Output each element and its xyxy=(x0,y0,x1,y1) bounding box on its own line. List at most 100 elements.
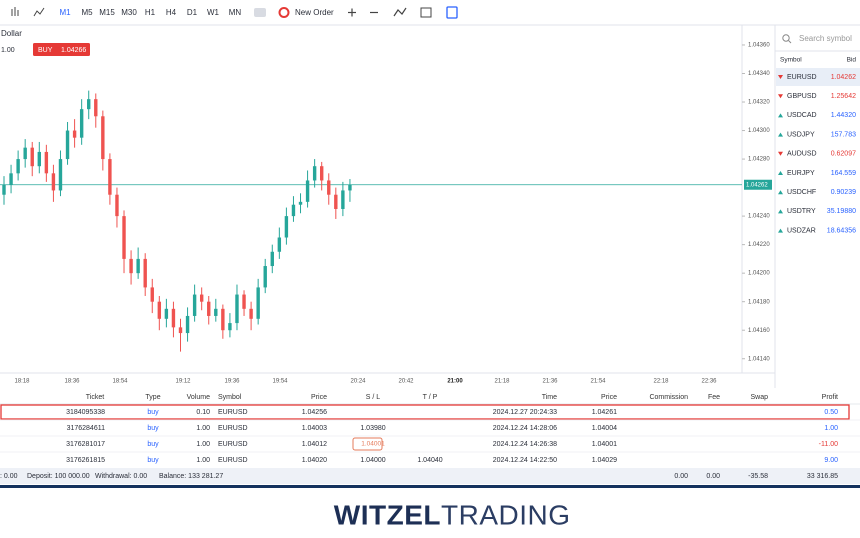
timeframe-button[interactable]: W1 xyxy=(207,8,220,17)
table-cell[interactable]: 1.04000 xyxy=(360,457,385,464)
buy-button[interactable] xyxy=(33,43,90,56)
x-tick-label: 18:54 xyxy=(112,379,128,385)
candle-body xyxy=(249,308,253,319)
timeframe-button[interactable]: MN xyxy=(229,8,242,17)
buy-label[interactable]: BUY xyxy=(38,47,53,54)
watchlist-bid[interactable]: 1.04262 xyxy=(831,74,856,81)
watchlist-symbol[interactable]: USDCAD xyxy=(787,112,817,119)
watchlist-symbol[interactable]: USDJPY xyxy=(787,131,815,138)
new-order-button[interactable]: New Order xyxy=(295,8,334,17)
table-cell[interactable]: 1.04040 xyxy=(417,457,442,464)
chart-type-icon[interactable] xyxy=(11,7,19,16)
timeframe-button[interactable]: H4 xyxy=(166,8,177,17)
table-cell[interactable]: 1.04001 xyxy=(592,441,617,448)
watchlist-symbol[interactable]: EURUSD xyxy=(787,74,817,81)
table-cell[interactable]: buy xyxy=(147,425,159,432)
watchlist-symbol[interactable]: EURJPY xyxy=(787,170,815,177)
candle-body xyxy=(221,308,225,331)
timeframe-button[interactable]: M5 xyxy=(81,8,93,17)
table-cell[interactable]: buy xyxy=(147,409,159,416)
table-cell[interactable]: 2024.12.24 14:26:38 xyxy=(493,441,557,448)
candle-body xyxy=(44,151,49,174)
candle-body xyxy=(235,294,239,324)
table-cell[interactable]: buy xyxy=(147,441,159,448)
watchlist-bid[interactable]: 35.19880 xyxy=(827,208,856,215)
table-cell[interactable]: 1.04012 xyxy=(302,441,327,448)
table-cell[interactable]: 1.04001 xyxy=(361,441,385,448)
new-order-icon[interactable] xyxy=(278,7,290,18)
table-cell[interactable]: EURUSD xyxy=(218,441,248,448)
watchlist-symbol[interactable]: USDZAR xyxy=(787,227,816,234)
direction-arrow xyxy=(778,113,783,118)
candle-body xyxy=(320,166,324,181)
watchlist-bid[interactable]: 0.62097 xyxy=(831,151,856,158)
row-highlight[interactable] xyxy=(0,404,850,420)
volume-field[interactable]: 1.00 xyxy=(1,47,15,54)
table-cell[interactable]: 3176281017 xyxy=(66,441,105,448)
table-cell[interactable]: 3184095338 xyxy=(66,409,105,416)
orders-icon[interactable] xyxy=(446,6,458,19)
search-input[interactable]: Search symbol xyxy=(799,34,852,43)
candle-body xyxy=(150,287,154,302)
sl-edit-box[interactable] xyxy=(352,437,383,451)
table-cell[interactable]: 1.04003 xyxy=(302,425,327,432)
watchlist-row-selected[interactable] xyxy=(776,68,860,86)
watchlist-symbol[interactable]: USDTRY xyxy=(787,208,816,215)
table-cell[interactable]: 9.00 xyxy=(824,457,838,464)
candle-body xyxy=(312,166,317,181)
table-cell[interactable]: 0.50 xyxy=(824,409,838,416)
zoom-icons[interactable] xyxy=(348,8,378,17)
table-cell[interactable]: 1.04029 xyxy=(592,457,617,464)
table-cell[interactable]: 0.10 xyxy=(196,409,210,416)
candle-body xyxy=(9,173,13,185)
drawing-icon[interactable] xyxy=(393,7,407,17)
summary-total: 33 316.85 xyxy=(807,473,838,480)
y-tick-label: 1.04280 xyxy=(748,157,770,163)
watchlist-bid[interactable]: 0.90239 xyxy=(831,189,856,196)
table-cell[interactable]: 1.00 xyxy=(824,425,838,432)
calendar-icon[interactable] xyxy=(420,7,432,18)
table-cell[interactable]: 1.04004 xyxy=(592,425,617,432)
watchlist-bid[interactable]: 18.64356 xyxy=(827,227,856,234)
table-cell[interactable]: EURUSD xyxy=(218,457,248,464)
timeframe-button[interactable]: D1 xyxy=(187,8,198,17)
candle-body xyxy=(164,308,169,319)
timeframe-button[interactable]: H1 xyxy=(145,8,156,17)
watchlist-bid[interactable]: 164.559 xyxy=(831,170,856,177)
table-cell[interactable]: 1.03980 xyxy=(360,425,385,432)
timeframe-button[interactable]: M1 xyxy=(59,8,71,17)
table-cell[interactable]: 1.00 xyxy=(196,425,210,432)
table-cell[interactable]: 1.00 xyxy=(196,441,210,448)
watchlist-symbol[interactable]: AUDUSD xyxy=(787,151,817,158)
direction-arrow xyxy=(778,132,783,137)
table-cell[interactable]: 2024.12.24 14:28:06 xyxy=(493,425,557,432)
y-tick-label: 1.04300 xyxy=(748,128,770,134)
table-cell[interactable]: buy xyxy=(147,457,159,464)
timeframe-button[interactable]: M30 xyxy=(121,8,137,17)
indicator-icon[interactable] xyxy=(33,7,45,17)
table-cell[interactable]: 1.00 xyxy=(196,457,210,464)
watchlist-bid[interactable]: 1.25642 xyxy=(831,93,856,100)
buy-price[interactable]: 1.04266 xyxy=(61,47,86,54)
watchlist-symbol[interactable]: GBPUSD xyxy=(787,93,817,100)
watchlist-bid[interactable]: 1.44320 xyxy=(831,112,856,119)
table-cell[interactable]: 1.04256 xyxy=(302,409,327,416)
watchlist-symbol[interactable]: USDCHF xyxy=(787,189,816,196)
direction-arrow xyxy=(778,171,783,175)
table-cell[interactable]: 1.04020 xyxy=(302,457,327,464)
table-cell[interactable]: EURUSD xyxy=(218,425,248,432)
table-cell[interactable]: 3176261815 xyxy=(66,457,105,464)
table-cell[interactable]: 2024.12.24 14:22:50 xyxy=(493,457,557,464)
table-cell[interactable]: 3176284611 xyxy=(67,425,106,432)
table-cell[interactable]: -11.00 xyxy=(819,441,838,448)
table-cell[interactable]: 1.04261 xyxy=(592,409,617,416)
candle-body xyxy=(51,173,56,191)
watchlist-bid[interactable]: 157.783 xyxy=(831,131,856,138)
y-tick-label: 1.04140 xyxy=(748,356,770,362)
candle-body xyxy=(58,159,63,191)
search-icon xyxy=(782,34,790,42)
table-cell[interactable]: 2024.12.27 20:24:33 xyxy=(493,409,557,416)
toggle-icon[interactable] xyxy=(254,8,266,17)
table-cell[interactable]: EURUSD xyxy=(218,409,248,416)
timeframe-button[interactable]: M15 xyxy=(99,8,115,17)
